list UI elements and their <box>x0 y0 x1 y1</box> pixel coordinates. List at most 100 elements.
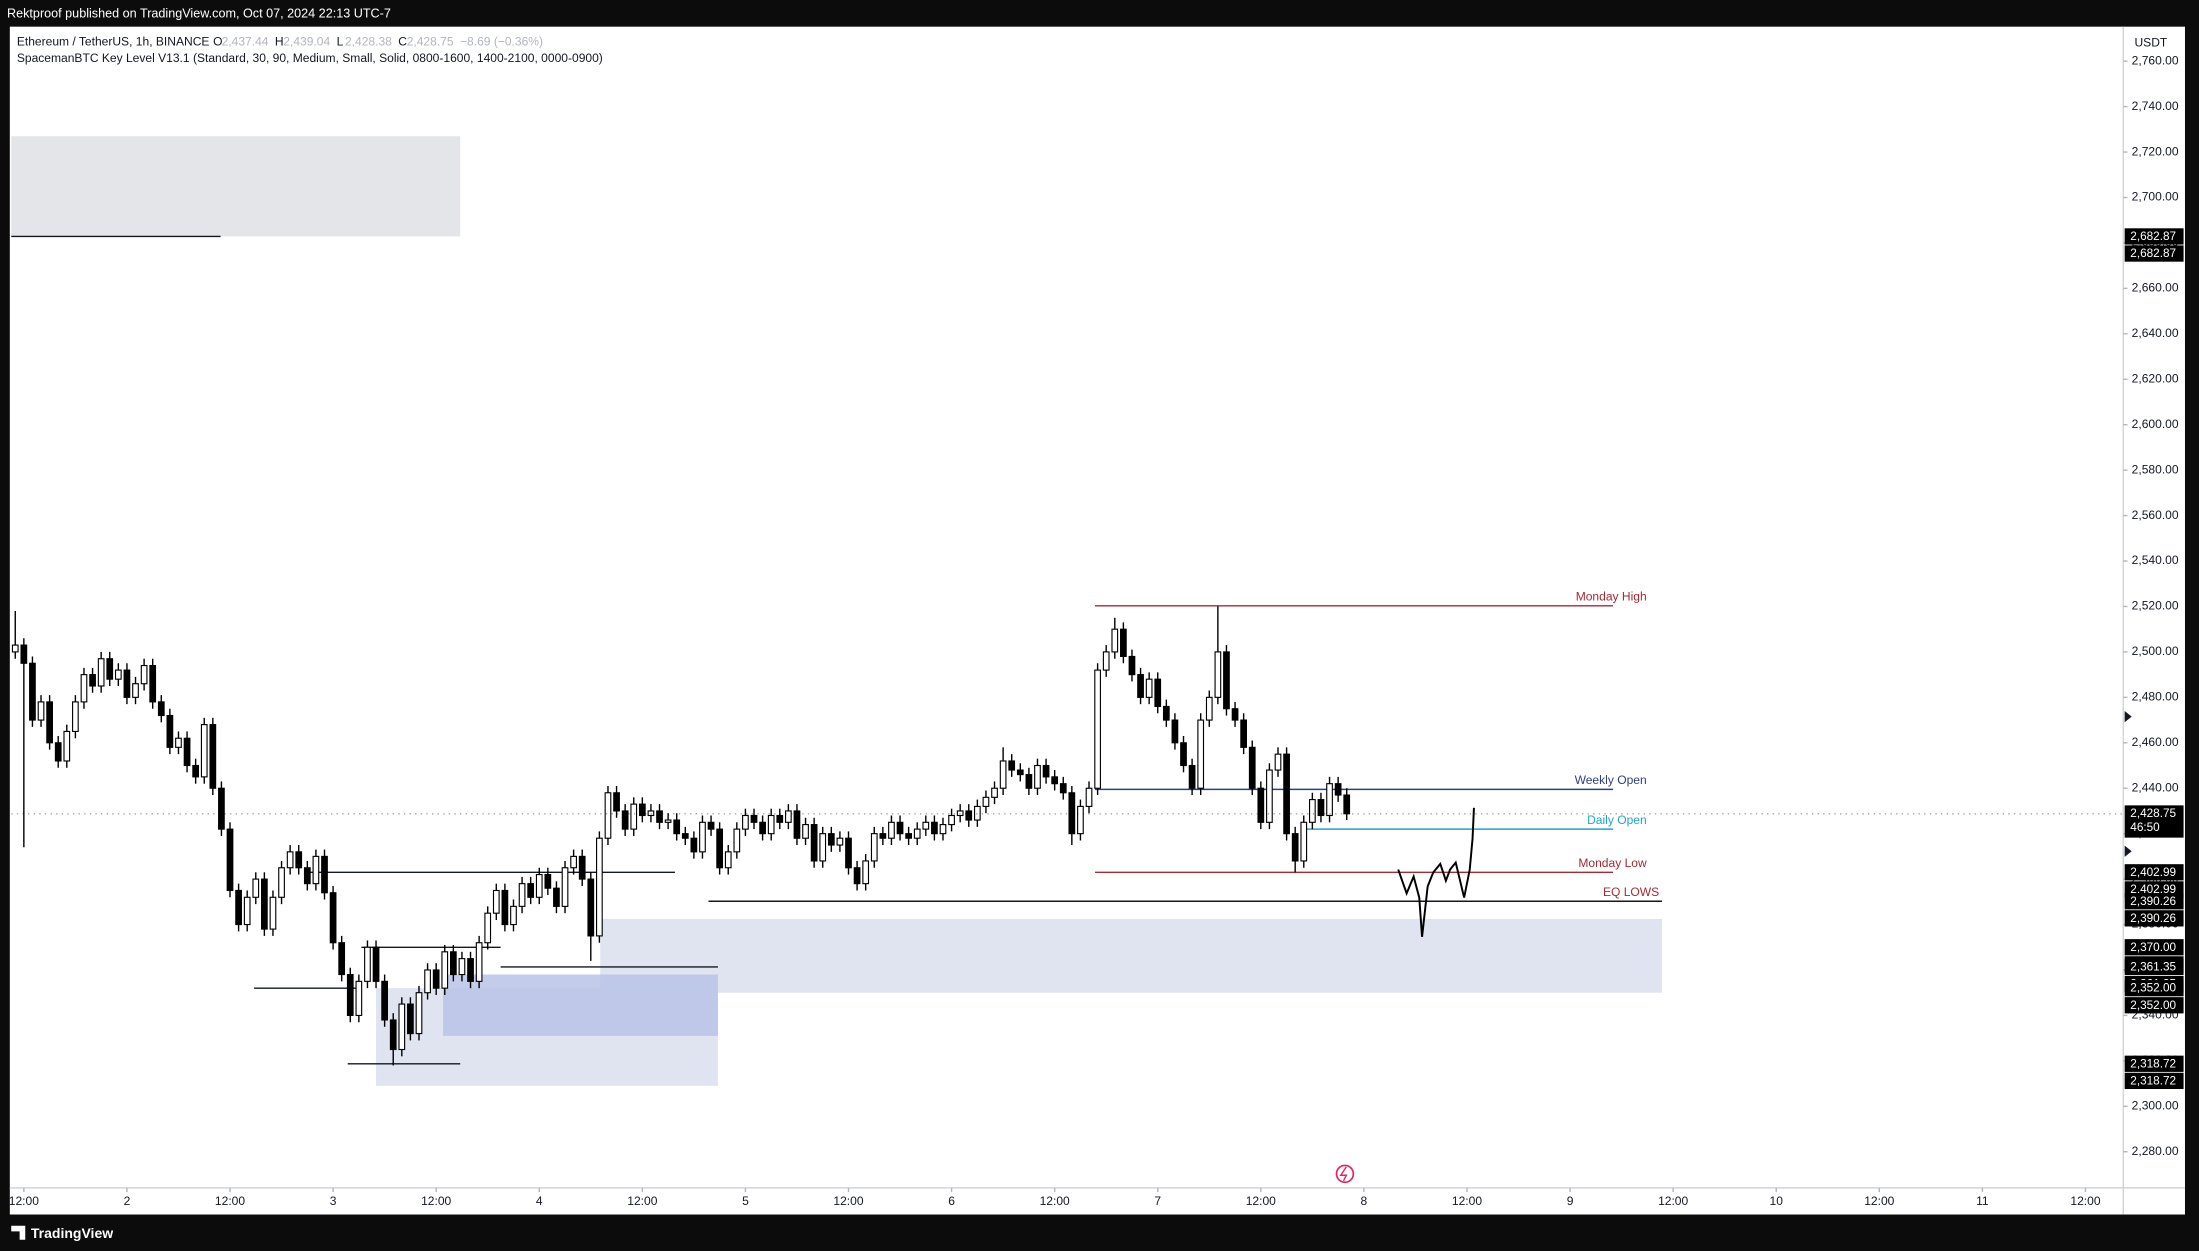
candle-body <box>1059 783 1067 794</box>
y-tick-label: 2,700.00 <box>2132 190 2179 204</box>
candle-body <box>1283 753 1290 835</box>
x-tick-label: 12:00 <box>1246 1194 1276 1208</box>
price-badge <box>2124 245 2184 262</box>
candle-body <box>89 674 96 687</box>
candle-body <box>819 833 827 862</box>
price-badge <box>2124 980 2184 997</box>
candle-body <box>776 814 784 823</box>
candle-body <box>1051 776 1059 785</box>
current-price-badge <box>2124 805 2184 838</box>
candle-body <box>724 851 732 869</box>
axis-arrow <box>2124 845 2132 857</box>
candle-body <box>114 669 122 680</box>
events-icon[interactable] <box>1335 1164 1355 1184</box>
price-zone <box>443 974 718 1036</box>
candle-body <box>810 824 818 862</box>
candle-body <box>544 874 552 889</box>
candle-body <box>441 951 449 989</box>
y-tick-label: 2,460.00 <box>2132 735 2179 749</box>
candle-body <box>681 833 689 839</box>
candle-body <box>1162 705 1170 721</box>
candle-body <box>1274 753 1282 771</box>
price-badge-label: 2,318.72 <box>2130 1057 2176 1070</box>
price-badge-label: 2,682.87 <box>2130 230 2176 243</box>
candle-body <box>1291 833 1299 862</box>
bar-countdown: 46:50 <box>2130 821 2160 834</box>
price-badge-label: 2,352.00 <box>2130 999 2176 1012</box>
candle-body <box>492 889 500 914</box>
y-tick-label: 2,580.00 <box>2132 462 2179 476</box>
candle-body <box>1068 792 1076 835</box>
candle-body <box>467 958 474 982</box>
price-badge-label: 2,361.35 <box>2130 960 2176 973</box>
candle-body <box>1317 799 1325 817</box>
price-badge-label: 2,402.99 <box>2130 883 2176 896</box>
x-tick-label: 10 <box>1770 1194 1784 1208</box>
candle-body <box>389 1019 397 1051</box>
price-badge <box>2124 228 2184 245</box>
candle-body <box>965 810 973 821</box>
key-level-label: Weekly Open <box>1575 773 1647 787</box>
candle-body <box>218 787 225 830</box>
candle-body <box>1154 678 1162 708</box>
candle-body <box>690 837 698 853</box>
price-zone <box>600 918 1662 993</box>
candle-body <box>982 796 990 807</box>
x-tick-label: 12:00 <box>833 1194 863 1208</box>
candle-body <box>802 824 809 839</box>
candle-body <box>1257 787 1265 823</box>
x-tick-label: 7 <box>1154 1194 1161 1208</box>
candle-body <box>458 958 466 976</box>
candle-body <box>484 912 492 944</box>
candle-body <box>785 810 792 823</box>
y-tick-label: 2,760.00 <box>2132 53 2179 67</box>
y-tick-label: 2,440.00 <box>2132 780 2179 794</box>
candle-body <box>149 664 157 703</box>
current-price-label: 2,428.75 <box>2130 807 2176 820</box>
candle-body <box>381 980 388 1021</box>
candle-body <box>716 828 724 869</box>
candle-body <box>1231 708 1239 721</box>
x-tick-label: 11 <box>1976 1194 1989 1208</box>
candle-body <box>1223 651 1230 710</box>
candle-body <box>97 658 105 687</box>
x-tick-label: 12:00 <box>1452 1194 1482 1208</box>
candle-body <box>295 851 303 869</box>
price-badge-label: 2,402.99 <box>2130 866 2176 879</box>
ohlc-value: 2,428.75 <box>407 34 454 48</box>
x-tick-label: 12:00 <box>215 1194 245 1208</box>
candle-body <box>991 787 998 798</box>
candle-body <box>750 814 758 823</box>
x-tick-label: 12:00 <box>1864 1194 1894 1208</box>
x-tick-label: 9 <box>1567 1194 1574 1208</box>
candle-body <box>647 810 655 817</box>
candle-body <box>759 821 766 835</box>
axis-arrow <box>2124 711 2132 723</box>
candle-body <box>1128 655 1136 676</box>
candle-body <box>1300 821 1308 862</box>
ohlc-value: 2,437.44 <box>222 34 269 48</box>
price-badge <box>2124 1055 2184 1072</box>
price-badge-label: 2,682.87 <box>2130 247 2176 260</box>
x-tick-label: 5 <box>742 1194 749 1208</box>
candle-body <box>312 855 320 885</box>
y-tick-label: 2,480.00 <box>2132 690 2179 704</box>
candle-body <box>346 973 354 1016</box>
candle-body <box>235 889 242 926</box>
key-level-label: Monday High <box>1576 590 1647 604</box>
candle-body <box>175 737 182 748</box>
candle-body <box>226 828 234 892</box>
price-badge <box>2124 997 2184 1014</box>
candle-body <box>54 742 62 762</box>
candle-body <box>355 980 363 1016</box>
price-axis-unit: USDT <box>2134 36 2167 50</box>
candle-body <box>407 1003 414 1035</box>
y-tick-label: 2,600.00 <box>2132 417 2179 431</box>
key-level-label: EQ LOWS <box>1603 885 1659 899</box>
candle-body <box>80 674 88 703</box>
candle-body <box>329 892 337 944</box>
candle-body <box>656 810 663 823</box>
y-tick-label: 2,620.00 <box>2132 371 2179 385</box>
candle-body <box>948 814 955 826</box>
ohlc-value: 2,428.38 <box>345 34 392 48</box>
